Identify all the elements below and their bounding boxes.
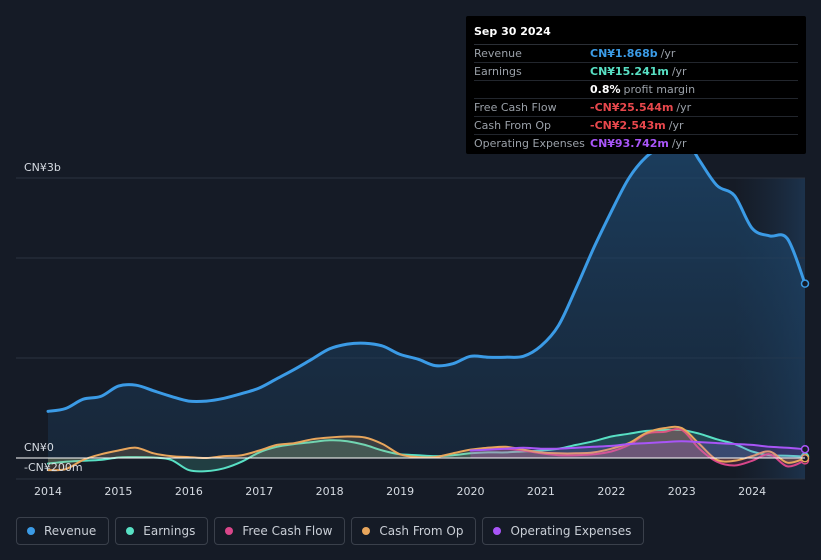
cash-from-op-line [47,425,806,472]
legend-label: Revenue [44,524,97,538]
legend-item-operating-expenses[interactable]: Operating Expenses [482,517,645,545]
tooltip-value: CN¥15.241m [590,65,669,78]
tooltip-date: Sep 30 2024 [474,25,798,45]
legend-dot-icon [27,527,35,535]
x-tick-label: 2021 [527,485,555,498]
tooltip-label: Revenue [474,47,522,60]
legend-item-earnings[interactable]: Earnings [115,517,209,545]
revenue-area [48,133,805,459]
x-tick-label: 2015 [104,485,132,498]
x-tick-label: 2019 [386,485,414,498]
legend-item-free-cash-flow[interactable]: Free Cash Flow [214,517,346,545]
legend-dot-icon [362,527,371,535]
tooltip-value: 0.8% [590,83,621,96]
tooltip-label: Operating Expenses [474,137,585,150]
tooltip-label: Cash From Op [474,119,552,132]
tooltip-value: -CN¥25.544m [590,101,674,114]
legend-label: Operating Expenses [510,524,632,538]
legend-dot-icon [225,527,234,535]
x-tick-label: 2017 [245,485,273,498]
x-tick-label: 2024 [738,485,766,498]
earnings-area [48,429,805,472]
tooltip-unit: /yr [660,47,676,60]
financial-chart: CN¥3b CN¥0 -CN¥200m 2014 2015 2016 2017 2018 201… [16,132,810,498]
tooltip-unit: /yr [671,65,687,78]
operating-expenses-line [469,440,806,452]
x-tick-label: 2014 [34,485,62,498]
legend-label: Cash From Op [379,524,464,538]
revenue-end-point [800,279,810,288]
tooltip-value: -CN¥2.543m [590,119,666,132]
y-tick-label: CN¥0 [24,441,54,454]
tooltip-row: Operating Expenses CN¥93.742m/yr [474,135,798,152]
tooltip-unit: /yr [676,101,692,114]
y-tick-label: CN¥3b [24,161,61,174]
free-cash-flow-area [470,429,805,467]
x-tick-label: 2023 [668,485,696,498]
tooltip-label: Free Cash Flow [474,101,557,114]
tooltip-row: Earnings CN¥15.241m/yr [474,63,798,81]
tooltip-row: Revenue CN¥1.868b/yr [474,45,798,63]
tooltip-value: CN¥1.868b [590,47,658,60]
legend-label: Free Cash Flow [242,524,333,538]
tooltip-unit: profit margin [623,83,696,96]
x-tick-label: 2020 [457,485,485,498]
x-tick-label: 2018 [316,485,344,498]
tooltip-label: Earnings [474,65,522,78]
tooltip-panel: Sep 30 2024 Revenue CN¥1.868b/yr Earnings C… [466,16,806,154]
tooltip-row: 0.8% profit margin [474,81,798,99]
y-tick-label: -CN¥200m [24,461,83,474]
tooltip-unit: /yr [668,119,684,132]
legend-item-cash-from-op[interactable]: Cash From Op [351,517,477,545]
tooltip-row: Cash From Op -CN¥2.543m/yr [474,117,798,135]
x-tick-label: 2016 [175,485,203,498]
tooltip-row: Free Cash Flow -CN¥25.544m/yr [474,99,798,117]
cash-from-op-area [48,426,805,471]
legend-label: Earnings [143,524,196,538]
legend-dot-icon [126,527,135,535]
legend: Revenue Earnings Free Cash Flow Cash From O… [16,517,645,545]
x-tick-label: 2022 [597,485,625,498]
tooltip-unit: /yr [671,137,687,150]
tooltip-value: CN¥93.742m [590,137,669,150]
operating-expenses-area [470,441,805,458]
operating-expenses-end-point [800,444,810,454]
legend-item-revenue[interactable]: Revenue [16,517,110,545]
legend-dot-icon [493,527,502,535]
